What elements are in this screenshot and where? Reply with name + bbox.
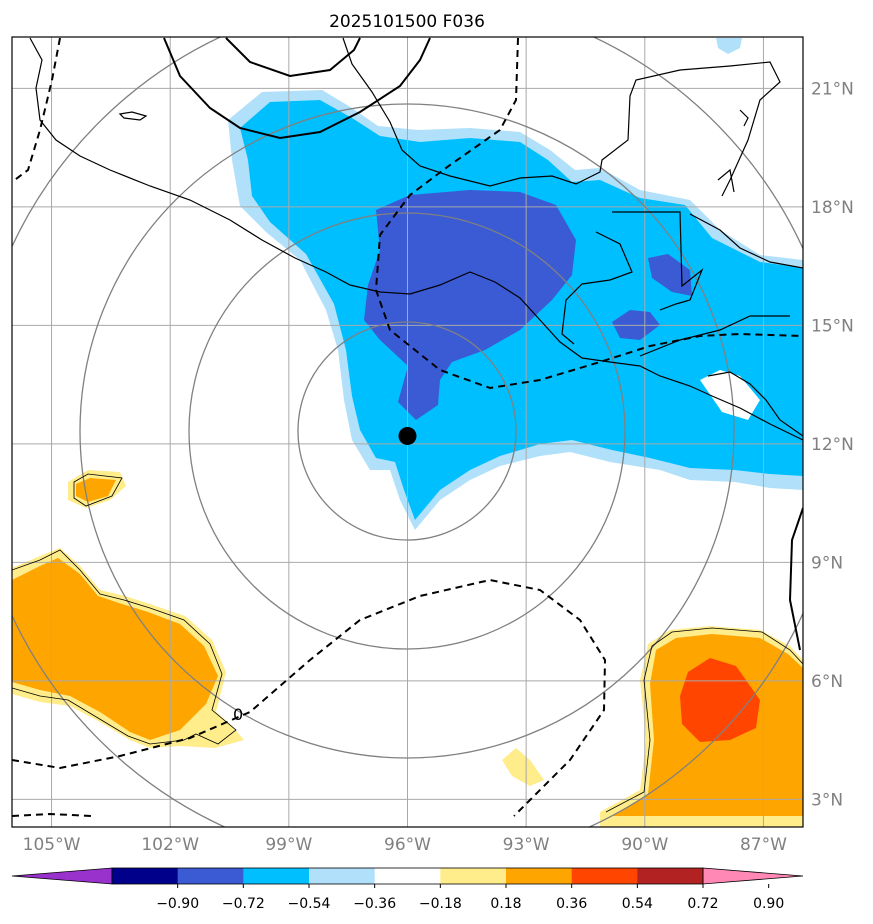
colorbar-tick-label: −0.36 xyxy=(353,896,396,912)
colorbar-tick-label: −0.72 xyxy=(222,896,265,912)
latitude-tick-label: 9°N xyxy=(811,553,843,573)
anomaly-fill-orange-west xyxy=(12,558,218,740)
map-frame xyxy=(11,36,804,828)
colorbar-bin xyxy=(637,868,704,884)
colorbar-tick-label: −0.90 xyxy=(156,896,199,912)
contour-solid-east xyxy=(788,507,803,651)
range-rings xyxy=(12,37,803,827)
range-ring-outer xyxy=(79,103,735,759)
longitude-labels: 105°W 102°W 99°W 96°W 93°W 90°W 87°W xyxy=(23,835,787,855)
anomaly-fill-red-southeast xyxy=(680,658,760,742)
colorbar-bin xyxy=(374,868,441,884)
colorbar-bin xyxy=(243,868,310,884)
contour-dashed-center xyxy=(374,37,803,390)
coastline-outline-southeast-cell xyxy=(605,627,803,813)
colorbar-bin xyxy=(571,868,638,884)
anomaly-fill-yellow-dot xyxy=(502,748,544,786)
contours xyxy=(12,37,803,817)
colorbar-tick-label: 0.18 xyxy=(490,896,521,912)
coastline-outline-west-cell xyxy=(12,549,237,745)
island-cozumel xyxy=(739,109,749,127)
gridlines xyxy=(12,37,803,827)
coastline-yucatan-east xyxy=(717,168,735,193)
anomaly-hole xyxy=(700,370,760,420)
range-ring-middle xyxy=(188,212,626,650)
latitude-tick-label: 18°N xyxy=(811,198,854,218)
longitude-tick-label: 105°W xyxy=(23,835,81,855)
colorbar-extend-low xyxy=(11,867,113,885)
colorbar-extend-high xyxy=(702,867,804,885)
colorbar-bin xyxy=(506,868,573,884)
island-north xyxy=(118,111,148,121)
latitude-tick-label: 15°N xyxy=(811,316,854,336)
contour-solid-north xyxy=(163,37,431,140)
longitude-tick-label: 87°W xyxy=(740,835,787,855)
map-panel: 0 xyxy=(12,37,803,827)
colorbar-bin xyxy=(440,868,507,884)
colorbar: −0.90 −0.72 −0.54 −0.36 −0.18 0.18 0.36 0.54 0.7… xyxy=(11,867,804,912)
contour-dashed-south xyxy=(12,578,607,817)
coastlines xyxy=(12,37,803,813)
longitude-tick-label: 93°W xyxy=(503,835,550,855)
storm-center-marker xyxy=(398,426,417,445)
border-guatemala-mexico xyxy=(561,231,633,345)
anomaly-fill-dark-blue xyxy=(364,190,576,420)
latitude-labels: 21°N 18°N 15°N 12°N 9°N 6°N 3°N xyxy=(811,79,854,810)
colorbar-bin xyxy=(309,868,376,884)
border-guatemala-belize xyxy=(612,211,704,311)
border-honduras xyxy=(639,315,790,357)
contour-label: 0 xyxy=(233,705,243,724)
latitude-tick-label: 21°N xyxy=(811,79,854,99)
coastline-mexico-pacific xyxy=(29,37,803,441)
latitude-tick-label: 12°N xyxy=(811,435,854,455)
colorbar-bin xyxy=(177,868,244,884)
coastline-central-america xyxy=(689,213,803,269)
colorbar-tick-label: 0.90 xyxy=(753,896,784,912)
colorbar-tick-label: 0.54 xyxy=(622,896,653,912)
coastline-mexico-gulf xyxy=(342,37,781,197)
contour-dashed-north-west xyxy=(12,37,61,183)
colorbar-tick-label: −0.54 xyxy=(288,896,331,912)
range-ring-inner xyxy=(297,321,517,541)
colorbar-bin xyxy=(112,868,179,884)
anomaly-fill-small-north xyxy=(716,38,742,54)
colorbar-tick-label: −0.18 xyxy=(419,896,462,912)
contour-solid-north-inner xyxy=(225,37,361,78)
latitude-tick-label: 6°N xyxy=(811,672,843,692)
map-title: 2025101500 F036 xyxy=(329,12,485,32)
coastline-nicaragua xyxy=(707,371,803,437)
colorbar-tick-label: 0.72 xyxy=(687,896,718,912)
latitude-tick-label: 3°N xyxy=(811,790,843,810)
longitude-tick-label: 96°W xyxy=(384,835,431,855)
longitude-tick-label: 99°W xyxy=(265,835,312,855)
coastline-small-cell xyxy=(73,473,123,507)
longitude-tick-label: 90°W xyxy=(621,835,668,855)
colorbar-outline xyxy=(111,867,704,885)
contour-dashed-bottom-left xyxy=(12,812,93,817)
longitude-tick-label: 102°W xyxy=(141,835,199,855)
colorbar-tick-label: 0.36 xyxy=(556,896,587,912)
